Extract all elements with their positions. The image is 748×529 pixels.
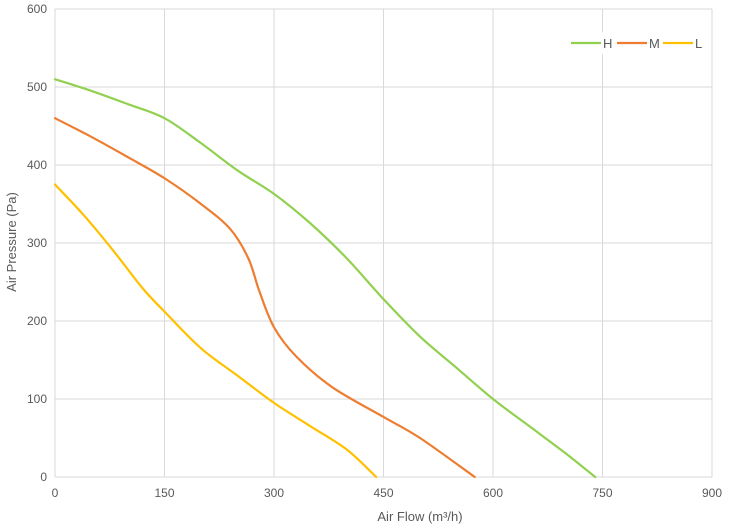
x-tick-label: 900 — [702, 486, 722, 500]
x-axis-title: Air Flow (m³/h) — [377, 509, 462, 524]
y-tick-label: 100 — [27, 392, 47, 406]
x-tick-label: 0 — [52, 486, 59, 500]
y-tick-label: 300 — [27, 236, 47, 250]
legend-label-l: L — [695, 36, 702, 51]
x-tick-label: 750 — [592, 486, 612, 500]
tick-labels: 0 150 300 450 600 750 900 0 100 200 300 400 500 600 — [27, 2, 722, 500]
x-tick-label: 150 — [154, 486, 174, 500]
x-tick-label: 300 — [264, 486, 284, 500]
series-line-m — [53, 117, 476, 479]
gridlines — [54, 8, 713, 478]
x-tick-label: 450 — [373, 486, 393, 500]
y-axis-title: Air Pressure (Pa) — [4, 192, 19, 292]
y-tick-label: 200 — [27, 314, 47, 328]
series-lines — [53, 78, 597, 479]
series-line-h — [53, 78, 597, 479]
y-tick-label: 400 — [27, 158, 47, 172]
x-tick-label: 600 — [483, 486, 503, 500]
y-tick-label: 600 — [27, 2, 47, 16]
series-line-l — [53, 183, 378, 479]
y-tick-label: 0 — [40, 470, 47, 484]
legend-label-m: M — [649, 36, 660, 51]
legend-label-h: H — [603, 36, 612, 51]
y-tick-label: 500 — [27, 80, 47, 94]
